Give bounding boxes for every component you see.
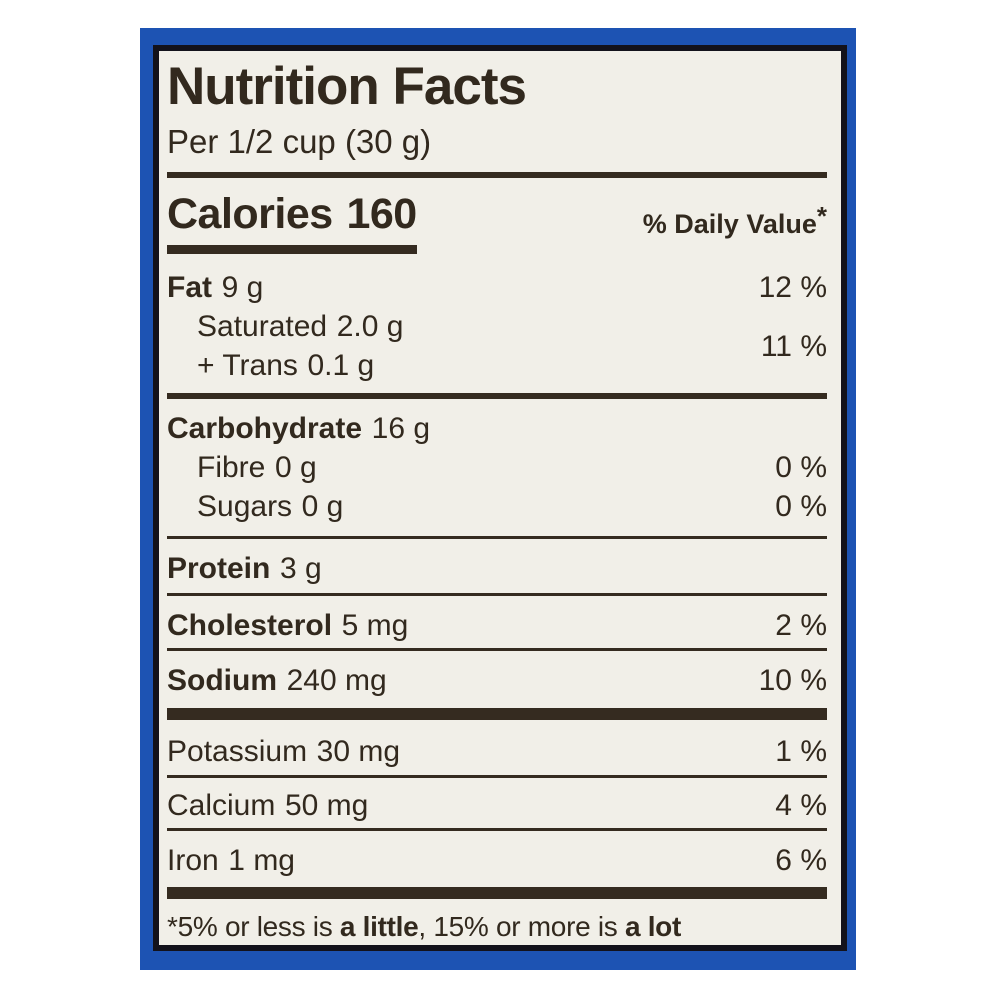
nutrient-amount: 2.0 g [336, 310, 404, 344]
serving-size: Per 1/2 cup (30 g) [167, 122, 432, 160]
divider-cholesterol [167, 648, 827, 652]
calories-value: 160 [346, 190, 417, 239]
nutrient-name: Potassium [167, 735, 308, 769]
nutrient-dv: 4 % [775, 789, 827, 823]
divider-carbohydrate [167, 536, 827, 540]
label-title: Nutrition Facts [167, 57, 527, 116]
divider-fat [167, 393, 827, 400]
divider-potassium [167, 775, 827, 779]
nutrient-amount: 0 g [301, 490, 344, 524]
nutrient-name: Sugars [197, 490, 293, 524]
row-saturated-trans-group: Saturated 2.0 g + Trans 0.1 g 11 % [167, 307, 827, 385]
nutrient-amount: 3 g [279, 552, 322, 586]
nutrient-amount: 30 mg [316, 735, 401, 769]
nutrient-name: Iron [167, 844, 219, 878]
nutrient-amount: 0.1 g [307, 349, 375, 383]
divider-iron-thick [167, 887, 827, 900]
nutrient-name: Fat [167, 271, 212, 305]
nutrient-name: Fibre [197, 451, 266, 485]
nutrient-amount: 240 mg [286, 664, 387, 698]
row-carbohydrate: Carbohydrate 16 g [167, 409, 827, 448]
nutrient-amount: 0 g [274, 451, 317, 485]
calories-line: Calories 160 [167, 190, 417, 255]
daily-value-footnote: *5% or less is a little, 15% or more is … [167, 911, 682, 943]
row-calcium: Calcium 50 mg 4 % [167, 786, 827, 825]
nutrient-dv: 12 % [758, 271, 827, 305]
nutrient-dv: 0 % [775, 451, 827, 485]
row-fat: Fat 9 g 12 % [167, 268, 827, 307]
divider-protein [167, 593, 827, 597]
divider-sodium-thick [167, 708, 827, 721]
nutrient-amount: 50 mg [284, 789, 369, 823]
nutrient-dv: 11 % [760, 329, 827, 363]
row-saturated: Saturated 2.0 g [167, 307, 403, 346]
label-inner-border: Nutrition Facts Per 1/2 cup (30 g) Calor… [153, 45, 847, 951]
calories-band: Calories 160 % Daily Value* [167, 190, 827, 255]
nutrient-dv: 0 % [775, 490, 827, 524]
nutrient-dv: 10 % [758, 664, 827, 698]
nutrient-amount: 9 g [221, 271, 264, 305]
daily-value-asterisk: * [816, 201, 827, 232]
nutrient-amount: 5 mg [341, 609, 409, 643]
row-sugars: Sugars 0 g 0 % [167, 487, 827, 526]
nutrient-name: Sodium [167, 664, 277, 698]
nutrient-name: Saturated [197, 310, 328, 344]
nutrient-name: Carbohydrate [167, 412, 363, 446]
nutrient-name: + Trans [197, 349, 298, 383]
nutrient-dv: 2 % [775, 609, 827, 643]
nutrition-facts-label: Nutrition Facts Per 1/2 cup (30 g) Calor… [159, 51, 841, 945]
row-protein: Protein 3 g [167, 549, 827, 588]
nutrient-name: Cholesterol [167, 609, 333, 643]
label-outer-frame: Nutrition Facts Per 1/2 cup (30 g) Calor… [140, 28, 856, 970]
row-potassium: Potassium 30 mg 1 % [167, 732, 827, 771]
row-fibre: Fibre 0 g 0 % [167, 448, 827, 487]
nutrient-name: Protein [167, 552, 271, 586]
nutrient-name: Calcium [167, 789, 276, 823]
divider-header [167, 172, 827, 179]
daily-value-header: % Daily Value* [642, 201, 827, 240]
nutrient-amount: 1 mg [228, 844, 295, 878]
divider-calcium [167, 828, 827, 832]
nutrient-dv: 1 % [775, 735, 827, 769]
nutrient-amount: 16 g [371, 412, 431, 446]
row-cholesterol: Cholesterol 5 mg 2 % [167, 606, 827, 645]
row-trans: + Trans 0.1 g [167, 346, 403, 385]
row-iron: Iron 1 mg 6 % [167, 841, 827, 880]
calories-label: Calories [167, 190, 333, 239]
nutrient-dv: 6 % [775, 844, 827, 878]
row-sodium: Sodium 240 mg 10 % [167, 661, 827, 700]
